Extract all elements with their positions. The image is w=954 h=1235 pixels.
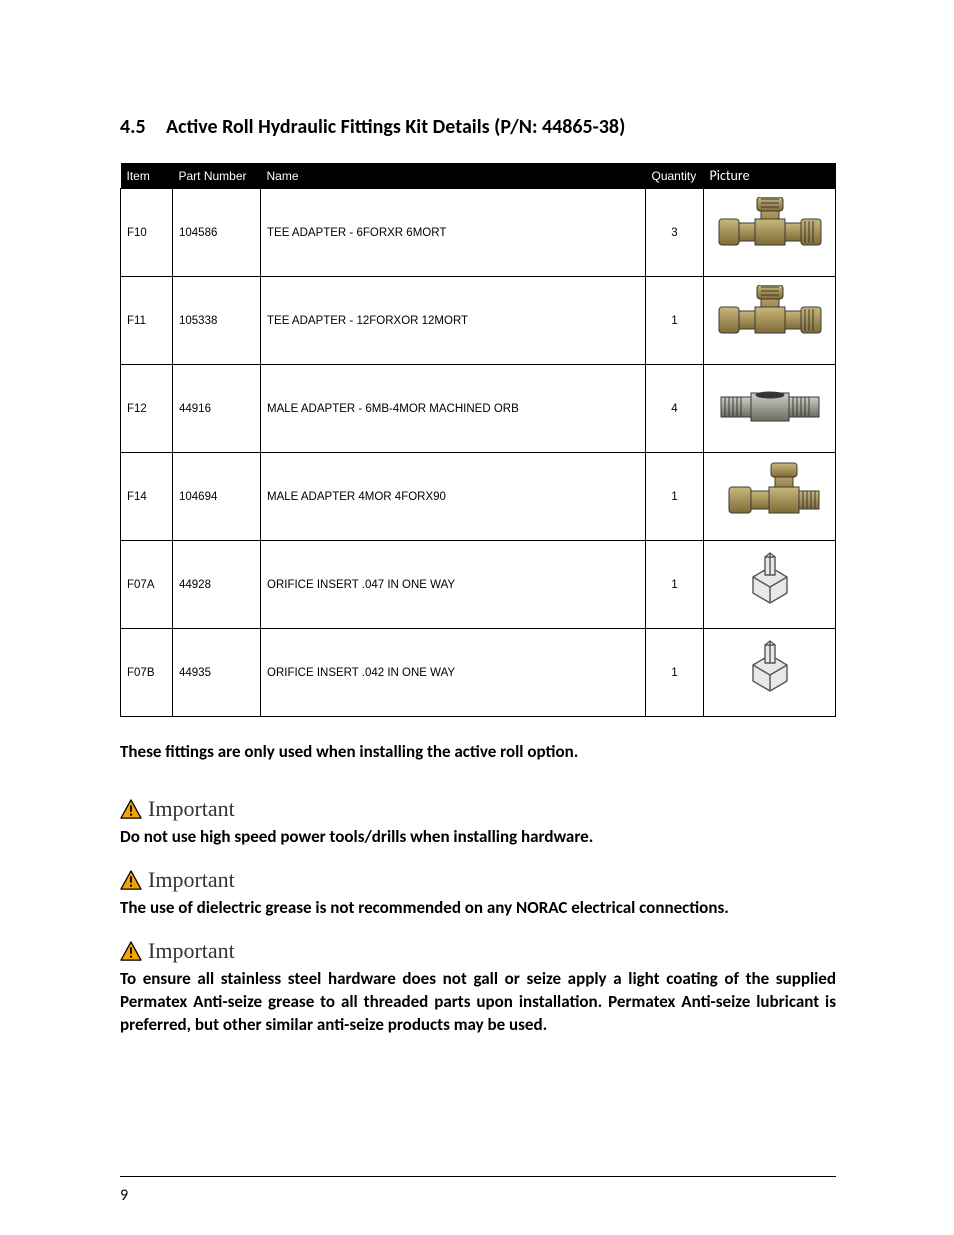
table-header-row: Item Part Number Name Quantity Picture [121, 163, 836, 189]
important-header: Important [120, 867, 836, 893]
cell-picture [704, 277, 836, 365]
cell-quantity: 1 [646, 453, 704, 541]
orifice-insert-icon [715, 637, 825, 705]
footer-rule [120, 1176, 836, 1177]
cell-item: F07A [121, 541, 173, 629]
table-row: F1244916MALE ADAPTER - 6MB-4MOR MACHINED… [121, 365, 836, 453]
cell-name: TEE ADAPTER - 6FORXR 6MORT [261, 189, 646, 277]
important-label: Important [148, 938, 235, 964]
warning-icon [120, 941, 142, 961]
important-header: Important [120, 796, 836, 822]
warning-icon [120, 799, 142, 819]
table-row: F07A44928ORIFICE INSERT .047 IN ONE WAY1 [121, 541, 836, 629]
important-block: Important Do not use high speed power too… [120, 796, 836, 849]
orifice-insert-icon [715, 549, 825, 617]
elbow-fitting-icon [715, 461, 825, 529]
cell-name: TEE ADAPTER - 12FORXOR 12MORT [261, 277, 646, 365]
important-text: The use of dielectric grease is not reco… [120, 897, 836, 920]
col-header-item: Item [121, 163, 173, 189]
important-label: Important [148, 867, 235, 893]
cell-name: MALE ADAPTER 4MOR 4FORX90 [261, 453, 646, 541]
cell-picture [704, 541, 836, 629]
table-row: F10104586TEE ADAPTER - 6FORXR 6MORT3 [121, 189, 836, 277]
cell-item: F12 [121, 365, 173, 453]
cell-picture [704, 453, 836, 541]
col-header-part-number: Part Number [173, 163, 261, 189]
warning-icon [120, 870, 142, 890]
cell-part-number: 104694 [173, 453, 261, 541]
tee-fitting-icon [715, 285, 825, 353]
table-row: F07B44935ORIFICE INSERT .042 IN ONE WAY1 [121, 629, 836, 717]
cell-part-number: 104586 [173, 189, 261, 277]
page-number: 9 [120, 1186, 128, 1205]
section-title: Active Roll Hydraulic Fittings Kit Detai… [166, 115, 625, 139]
cell-part-number: 44935 [173, 629, 261, 717]
table-row: F11105338TEE ADAPTER - 12FORXOR 12MORT1 [121, 277, 836, 365]
cell-part-number: 44928 [173, 541, 261, 629]
col-header-quantity: Quantity [646, 163, 704, 189]
important-block: Important The use of dielectric grease is… [120, 867, 836, 920]
cell-part-number: 44916 [173, 365, 261, 453]
table-row: F14104694MALE ADAPTER 4MOR 4FORX901 [121, 453, 836, 541]
important-header: Important [120, 938, 836, 964]
cell-name: ORIFICE INSERT .042 IN ONE WAY [261, 629, 646, 717]
cell-part-number: 105338 [173, 277, 261, 365]
tee-fitting-icon [715, 197, 825, 265]
cell-name: ORIFICE INSERT .047 IN ONE WAY [261, 541, 646, 629]
important-label: Important [148, 796, 235, 822]
cell-item: F14 [121, 453, 173, 541]
col-header-name: Name [261, 163, 646, 189]
cell-picture [704, 365, 836, 453]
cell-picture [704, 629, 836, 717]
important-text: To ensure all stainless steel hardware d… [120, 968, 836, 1037]
section-number: 4.5 [120, 115, 166, 139]
cell-quantity: 3 [646, 189, 704, 277]
parts-table: Item Part Number Name Quantity Picture F… [120, 163, 836, 717]
cell-quantity: 1 [646, 541, 704, 629]
cell-name: MALE ADAPTER - 6MB-4MOR MACHINED ORB [261, 365, 646, 453]
important-block: Important To ensure all stainless steel h… [120, 938, 836, 1037]
cell-quantity: 4 [646, 365, 704, 453]
note-after-table: These fittings are only used when instal… [120, 741, 836, 762]
page: 4.5 Active Roll Hydraulic Fittings Kit D… [0, 0, 954, 1235]
section-heading: 4.5 Active Roll Hydraulic Fittings Kit D… [120, 115, 836, 139]
cell-item: F11 [121, 277, 173, 365]
important-text: Do not use high speed power tools/drills… [120, 826, 836, 849]
cell-picture [704, 189, 836, 277]
cell-quantity: 1 [646, 629, 704, 717]
straight-fitting-icon [715, 373, 825, 441]
cell-quantity: 1 [646, 277, 704, 365]
cell-item: F07B [121, 629, 173, 717]
col-header-picture: Picture [704, 163, 836, 189]
cell-item: F10 [121, 189, 173, 277]
